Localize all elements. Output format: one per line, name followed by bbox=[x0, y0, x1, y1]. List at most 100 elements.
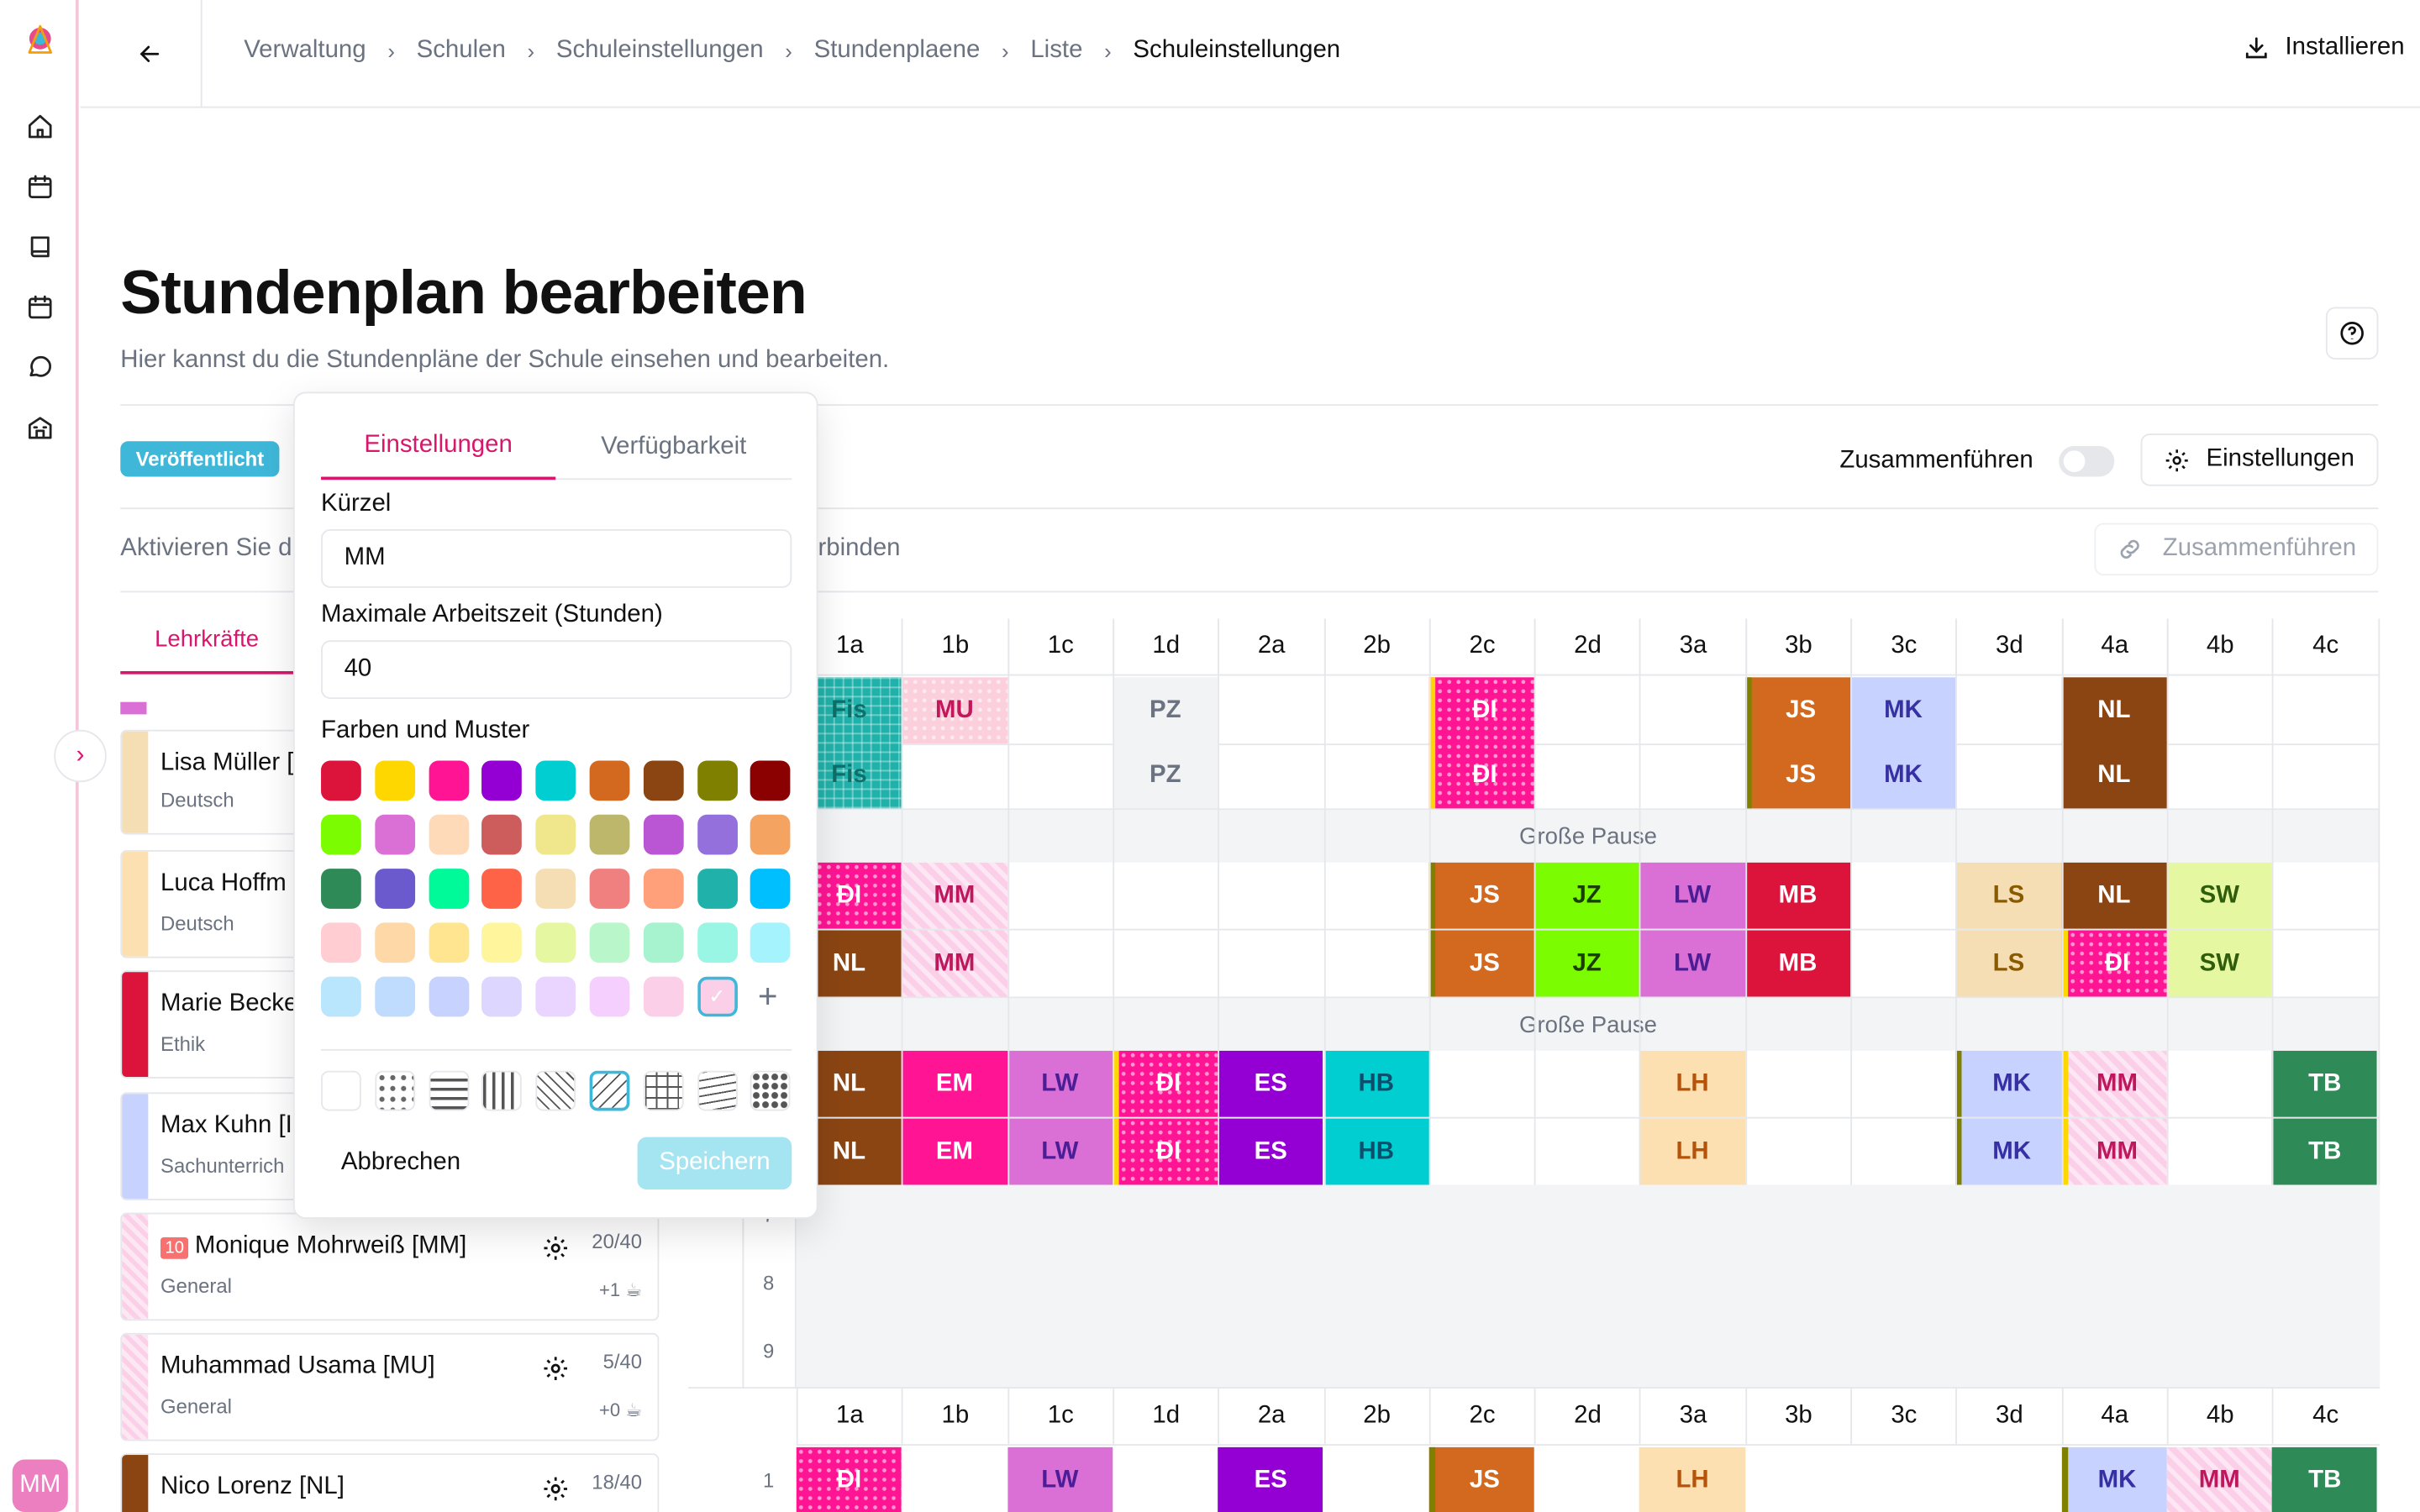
lesson-cell[interactable]: MB bbox=[1744, 930, 1851, 997]
chat-icon[interactable] bbox=[22, 349, 59, 386]
color-swatch[interactable] bbox=[374, 814, 415, 855]
lesson-cell[interactable]: ĐI bbox=[1428, 742, 1534, 809]
pattern-waves[interactable] bbox=[697, 1070, 738, 1111]
lesson-cell[interactable]: TB bbox=[2272, 1050, 2378, 1117]
lesson-cell[interactable]: MM bbox=[2061, 1050, 2167, 1117]
settings-button[interactable]: Einstellungen bbox=[2140, 433, 2379, 486]
lesson-cell[interactable]: LW bbox=[1007, 1118, 1113, 1185]
lesson-cell[interactable]: LS bbox=[1955, 862, 2062, 929]
color-swatch[interactable] bbox=[643, 814, 684, 855]
class-header-1c[interactable]: 1c bbox=[1007, 618, 1113, 675]
gear-icon[interactable] bbox=[542, 1475, 570, 1503]
tab-teachers[interactable]: Lehrkräfte bbox=[120, 606, 293, 675]
color-swatch[interactable] bbox=[750, 922, 792, 963]
lesson-cell[interactable]: LH bbox=[1639, 1118, 1745, 1185]
collapse-sidebar-button[interactable]: › bbox=[54, 729, 107, 783]
color-swatch[interactable] bbox=[428, 869, 469, 909]
color-swatch[interactable]: ✓ bbox=[693, 973, 740, 1021]
lesson-cell[interactable]: LW bbox=[1639, 930, 1745, 997]
class-header-4a[interactable]: 4a bbox=[2061, 1389, 2166, 1445]
lesson-cell[interactable]: ĐI bbox=[1428, 677, 1534, 744]
home-icon[interactable] bbox=[22, 108, 59, 145]
color-swatch[interactable] bbox=[321, 760, 361, 801]
lesson-cell[interactable]: TB bbox=[2272, 1118, 2378, 1185]
lesson-cell[interactable]: SW bbox=[2166, 862, 2273, 929]
breadcrumb-item[interactable]: Schulen bbox=[416, 37, 506, 64]
lesson-cell[interactable]: ĐI bbox=[1113, 1118, 1218, 1185]
color-swatch[interactable] bbox=[374, 869, 415, 909]
pattern-horizontal[interactable] bbox=[428, 1070, 469, 1111]
color-swatch[interactable] bbox=[643, 922, 684, 963]
color-swatch[interactable] bbox=[321, 869, 361, 909]
lesson-cell[interactable]: MK bbox=[1850, 677, 1956, 744]
color-swatch[interactable] bbox=[374, 760, 415, 801]
color-swatch[interactable] bbox=[750, 869, 792, 909]
color-swatch[interactable] bbox=[643, 760, 684, 801]
class-header-4c[interactable]: 4c bbox=[2272, 618, 2377, 675]
breadcrumb-item[interactable]: Liste bbox=[1030, 37, 1083, 64]
lesson-cell[interactable]: ĐI bbox=[2061, 930, 2167, 997]
lesson-cell[interactable]: EM bbox=[902, 1050, 1007, 1117]
lesson-cell[interactable]: NL bbox=[2061, 742, 2167, 809]
class-header-2b[interactable]: 2b bbox=[1323, 618, 1428, 675]
book-icon[interactable] bbox=[22, 228, 59, 265]
class-header-2c[interactable]: 2c bbox=[1428, 1389, 1534, 1445]
lesson-cell[interactable]: MU bbox=[902, 677, 1007, 744]
lesson-cell[interactable]: MK bbox=[1850, 742, 1956, 809]
breadcrumb-item[interactable]: Schuleinstellungen bbox=[555, 37, 764, 64]
class-header-3d[interactable]: 3d bbox=[1955, 1389, 2061, 1445]
save-button[interactable]: Speichern bbox=[637, 1137, 792, 1190]
color-swatch[interactable] bbox=[481, 976, 523, 1017]
lesson-cell[interactable]: HB bbox=[1323, 1050, 1429, 1117]
lesson-cell[interactable]: ES bbox=[1218, 1118, 1323, 1185]
lesson-cell[interactable]: PZ bbox=[1113, 742, 1218, 809]
logo-icon[interactable] bbox=[22, 22, 59, 59]
pattern-diagonal-selected[interactable] bbox=[589, 1070, 630, 1111]
add-color-icon[interactable]: + bbox=[757, 976, 778, 1016]
tab-availability[interactable]: Verfügbarkeit bbox=[601, 433, 747, 460]
class-header-1d[interactable]: 1d bbox=[1113, 618, 1218, 675]
color-swatch[interactable] bbox=[750, 760, 792, 801]
pattern-vertical[interactable] bbox=[481, 1070, 523, 1111]
teacher-card[interactable]: Muhammad Usama [MU] General 5/40 +0 ☕ bbox=[120, 1332, 660, 1441]
teacher-card[interactable]: 10 Monique Mohrweiß [MM] General 20/40 +1… bbox=[120, 1212, 660, 1321]
install-button[interactable]: Installieren bbox=[2242, 34, 2405, 61]
class-header-1a[interactable]: 1a bbox=[796, 1389, 902, 1445]
lesson-cell[interactable]: JS bbox=[1744, 677, 1851, 744]
lesson-cell[interactable]: HB bbox=[1323, 1118, 1429, 1185]
class-header-1b[interactable]: 1b bbox=[902, 618, 1007, 675]
lesson-cell[interactable]: ES bbox=[1218, 1050, 1323, 1117]
class-header-1d[interactable]: 1d bbox=[1113, 1389, 1218, 1445]
calendar-icon[interactable] bbox=[22, 168, 59, 205]
calendar-icon[interactable] bbox=[22, 288, 59, 325]
color-swatch[interactable] bbox=[428, 976, 469, 1017]
color-swatch[interactable] bbox=[481, 760, 523, 801]
lesson-cell[interactable]: MK bbox=[1955, 1118, 2062, 1185]
lesson-cell[interactable]: LS bbox=[1955, 930, 2062, 997]
lesson-cell[interactable]: LW bbox=[1007, 1446, 1113, 1512]
lesson-cell[interactable]: LH bbox=[1639, 1050, 1745, 1117]
color-swatch[interactable] bbox=[697, 922, 738, 963]
school-icon[interactable] bbox=[22, 409, 59, 446]
lesson-cell[interactable]: TB bbox=[2272, 1446, 2378, 1512]
color-swatch[interactable] bbox=[428, 814, 469, 855]
merge-toggle[interactable] bbox=[2059, 445, 2115, 477]
class-header-3a[interactable]: 3a bbox=[1639, 618, 1744, 675]
color-swatch[interactable] bbox=[643, 869, 684, 909]
breadcrumb-item[interactable]: Verwaltung bbox=[244, 37, 366, 64]
lesson-cell[interactable]: LH bbox=[1639, 1446, 1745, 1512]
lesson-cell[interactable]: MM bbox=[902, 930, 1007, 997]
pattern-grid[interactable] bbox=[643, 1070, 684, 1111]
color-swatch[interactable] bbox=[535, 976, 576, 1017]
color-swatch[interactable] bbox=[428, 760, 469, 801]
color-swatch[interactable] bbox=[428, 922, 469, 963]
class-header-4b[interactable]: 4b bbox=[2166, 1389, 2272, 1445]
class-header-1c[interactable]: 1c bbox=[1007, 1389, 1113, 1445]
lesson-cell[interactable]: ĐI bbox=[796, 1446, 902, 1512]
lesson-cell[interactable]: JS bbox=[1428, 862, 1534, 929]
color-swatch[interactable] bbox=[750, 814, 792, 855]
class-header-2c[interactable]: 2c bbox=[1428, 618, 1534, 675]
color-swatch[interactable] bbox=[321, 922, 361, 963]
back-arrow-icon[interactable] bbox=[129, 34, 170, 74]
avatar[interactable]: MM bbox=[12, 1459, 68, 1512]
